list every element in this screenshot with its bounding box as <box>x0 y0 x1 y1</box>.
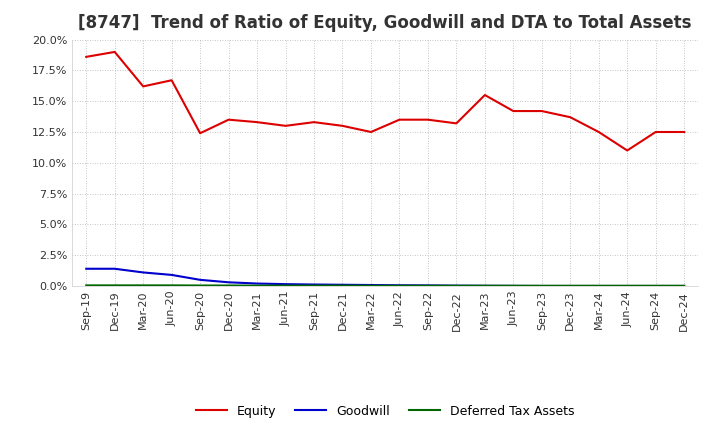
Deferred Tax Assets <box>423 283 432 288</box>
Equity <box>253 120 261 125</box>
Goodwill <box>623 283 631 289</box>
Goodwill <box>452 283 461 288</box>
Goodwill <box>680 283 688 289</box>
Goodwill <box>509 283 518 289</box>
Equity <box>623 148 631 153</box>
Goodwill <box>652 283 660 289</box>
Equity <box>310 120 318 125</box>
Deferred Tax Assets <box>480 283 489 288</box>
Equity <box>82 54 91 59</box>
Deferred Tax Assets <box>680 283 688 288</box>
Goodwill <box>338 282 347 287</box>
Line: Equity: Equity <box>86 52 684 150</box>
Goodwill <box>139 270 148 275</box>
Equity <box>139 84 148 89</box>
Equity <box>537 108 546 114</box>
Deferred Tax Assets <box>282 283 290 288</box>
Deferred Tax Assets <box>167 283 176 288</box>
Deferred Tax Assets <box>310 283 318 288</box>
Deferred Tax Assets <box>509 283 518 288</box>
Equity <box>423 117 432 122</box>
Equity <box>225 117 233 122</box>
Deferred Tax Assets <box>623 283 631 288</box>
Deferred Tax Assets <box>110 283 119 288</box>
Goodwill <box>480 283 489 288</box>
Equity <box>366 129 375 135</box>
Equity <box>566 114 575 120</box>
Equity <box>480 92 489 98</box>
Goodwill <box>167 272 176 278</box>
Title: [8747]  Trend of Ratio of Equity, Goodwill and DTA to Total Assets: [8747] Trend of Ratio of Equity, Goodwil… <box>78 15 692 33</box>
Equity <box>167 77 176 83</box>
Deferred Tax Assets <box>82 283 91 288</box>
Line: Goodwill: Goodwill <box>86 269 684 286</box>
Equity <box>338 123 347 128</box>
Equity <box>395 117 404 122</box>
Equity <box>196 131 204 136</box>
Equity <box>680 129 688 135</box>
Goodwill <box>566 283 575 289</box>
Deferred Tax Assets <box>652 283 660 288</box>
Equity <box>110 49 119 55</box>
Goodwill <box>366 282 375 288</box>
Deferred Tax Assets <box>196 283 204 288</box>
Legend: Equity, Goodwill, Deferred Tax Assets: Equity, Goodwill, Deferred Tax Assets <box>191 400 580 423</box>
Equity <box>452 121 461 126</box>
Deferred Tax Assets <box>338 283 347 288</box>
Goodwill <box>310 282 318 287</box>
Deferred Tax Assets <box>366 283 375 288</box>
Deferred Tax Assets <box>452 283 461 288</box>
Deferred Tax Assets <box>395 283 404 288</box>
Equity <box>509 108 518 114</box>
Equity <box>652 129 660 135</box>
Deferred Tax Assets <box>595 283 603 288</box>
Goodwill <box>196 277 204 282</box>
Equity <box>282 123 290 128</box>
Deferred Tax Assets <box>225 283 233 288</box>
Goodwill <box>595 283 603 289</box>
Deferred Tax Assets <box>566 283 575 288</box>
Deferred Tax Assets <box>253 283 261 288</box>
Goodwill <box>110 266 119 271</box>
Goodwill <box>423 283 432 288</box>
Deferred Tax Assets <box>537 283 546 288</box>
Goodwill <box>395 282 404 288</box>
Goodwill <box>537 283 546 289</box>
Goodwill <box>225 280 233 285</box>
Equity <box>595 129 603 135</box>
Goodwill <box>82 266 91 271</box>
Goodwill <box>253 281 261 286</box>
Goodwill <box>282 282 290 287</box>
Deferred Tax Assets <box>139 283 148 288</box>
